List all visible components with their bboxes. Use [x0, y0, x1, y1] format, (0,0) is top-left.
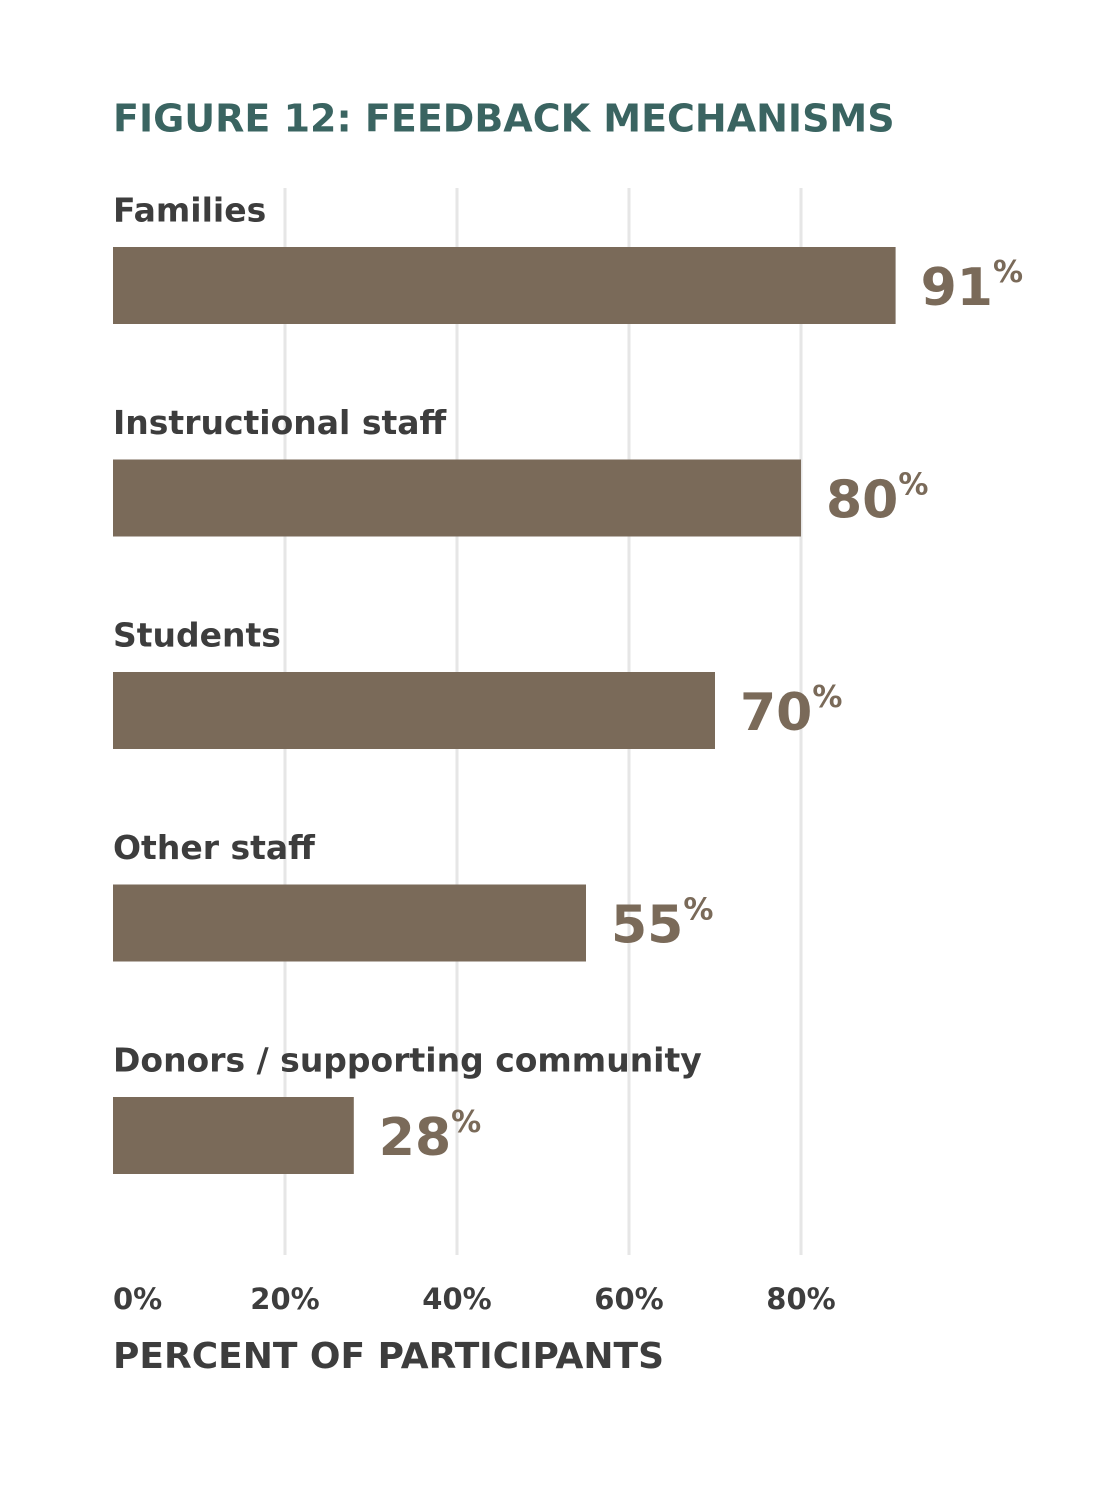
x-tick-label: 40% [422, 1282, 491, 1316]
x-tick-label: 20% [250, 1282, 319, 1316]
category-label: Students [113, 616, 281, 655]
category-label: Other staff [113, 828, 316, 867]
value-number: 80 [826, 471, 898, 531]
x-tick-label: 60% [594, 1282, 663, 1316]
value-unit: % [451, 1105, 481, 1140]
value-label: 80% [826, 467, 928, 531]
x-tick-label: 0% [113, 1282, 162, 1316]
value-label: 28% [379, 1105, 481, 1169]
value-unit: % [812, 680, 842, 715]
value-unit: % [683, 892, 713, 927]
value-number: 70 [740, 683, 812, 743]
value-label: 70% [740, 680, 842, 744]
bar [113, 672, 715, 749]
x-tick-label: 80% [766, 1282, 835, 1316]
chart-title: FIGURE 12: FEEDBACK MECHANISMS [113, 97, 895, 141]
bar [113, 884, 586, 962]
category-label: Instructional staff [113, 403, 448, 442]
value-number: 91 [921, 258, 993, 318]
value-unit: % [898, 467, 928, 502]
bar [113, 247, 896, 324]
value-number: 55 [611, 896, 683, 956]
value-unit: % [993, 255, 1023, 290]
x-axis-title: PERCENT OF PARTICIPANTS [113, 1336, 664, 1377]
value-number: 28 [379, 1108, 451, 1168]
bar [113, 459, 801, 537]
bar [113, 1097, 354, 1174]
value-label: 55% [611, 892, 713, 956]
category-label: Donors / supporting community [113, 1041, 702, 1080]
category-label: Families [113, 191, 266, 230]
value-label: 91% [921, 255, 1023, 319]
